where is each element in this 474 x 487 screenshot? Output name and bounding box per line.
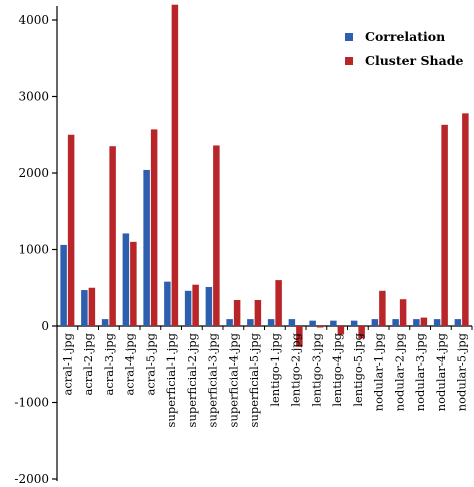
bar-cluster-shade: [358, 326, 365, 339]
bar-cluster-shade: [88, 287, 96, 326]
category-label: lentigo-4.jpg: [330, 332, 344, 406]
bar-cluster-shade: [192, 284, 199, 326]
legend: Correlation Cluster Shade: [345, 29, 463, 68]
bar-cluster-shade: [233, 299, 241, 326]
bars: [60, 4, 469, 347]
bar-cluster-shade: [462, 113, 469, 326]
category-label: acral-2.jpg: [81, 332, 95, 395]
bar-correlation: [184, 290, 192, 326]
bar-cluster-shade: [337, 326, 345, 335]
category-label: nodular-2.jpg: [392, 332, 406, 411]
legend-swatch: [345, 57, 353, 65]
bar-correlation: [330, 320, 337, 326]
bar-correlation: [226, 319, 233, 326]
y-tick-label: -1000: [14, 396, 49, 410]
category-label: superficial-5.jpg: [247, 332, 261, 427]
legend-swatch: [345, 33, 353, 41]
category-label: superficial-4.jpg: [226, 332, 240, 427]
y-tick-label: 0: [41, 319, 49, 333]
bar-cluster-shade: [420, 317, 428, 326]
category-label: nodular-4.jpg: [434, 332, 448, 411]
category-label: lentigo-3.jpg: [309, 332, 323, 406]
category-label: lentigo-1.jpg: [268, 332, 282, 406]
bar-cluster-shade: [150, 129, 158, 326]
bar-cluster-shade: [213, 145, 220, 326]
legend-label: Correlation: [365, 29, 445, 44]
y-tick-label: 1000: [18, 243, 49, 257]
category-labels: acral-1.jpg acral-2.jpg acral-3.jpg acral-4…: [60, 332, 468, 427]
bar-cluster-shade: [441, 124, 448, 327]
bar-correlation: [247, 319, 254, 326]
y-tick-label: 3000: [18, 90, 49, 104]
category-label: superficial-2.jpg: [185, 332, 199, 427]
bar-correlation: [433, 319, 441, 326]
bar-correlation: [60, 244, 67, 326]
category-label: lentigo-2.jpg: [289, 332, 303, 406]
bar-correlation: [205, 286, 213, 326]
bar-cluster-shade: [316, 326, 324, 328]
bar-correlation: [81, 290, 88, 326]
bar-cluster-shade: [130, 241, 137, 326]
bar-correlation: [392, 319, 399, 326]
bar-correlation: [371, 319, 379, 326]
legend-label: Cluster Shade: [365, 53, 463, 68]
category-label: lentigo-5.jpg: [351, 332, 365, 406]
category-label: superficial-3.jpg: [206, 332, 220, 427]
bar-cluster-shade: [399, 299, 407, 326]
bar-correlation: [454, 319, 462, 326]
bar-correlation: [143, 169, 150, 326]
bar-correlation: [288, 319, 296, 326]
bar-cluster-shade: [109, 146, 116, 326]
y-tick-label: 2000: [18, 166, 49, 180]
x-axis: [56, 325, 473, 330]
bar-cluster-shade: [254, 299, 262, 326]
bar-correlation: [309, 320, 316, 326]
category-label: nodular-5.jpg: [455, 332, 469, 411]
bar-cluster-shade: [296, 326, 303, 347]
bar-cluster-shade: [379, 290, 386, 326]
category-label: acral-1.jpg: [60, 332, 74, 395]
bar-correlation: [267, 319, 275, 326]
bar-correlation: [413, 319, 420, 326]
bar-correlation: [101, 319, 109, 326]
bar-cluster-shade: [67, 134, 75, 326]
y-axis: 4000 3000 2000 1000 0 -1000 -2000: [14, 6, 58, 486]
bar-correlation: [164, 281, 171, 326]
category-label: acral-5.jpg: [143, 332, 157, 395]
bar-cluster-shade: [275, 280, 282, 326]
category-label: acral-3.jpg: [102, 332, 116, 395]
y-tick-label: 4000: [18, 13, 49, 27]
category-label: superficial-1.jpg: [164, 332, 178, 427]
bar-correlation: [122, 233, 130, 326]
category-label: nodular-1.jpg: [372, 332, 386, 411]
category-label: acral-4.jpg: [123, 332, 137, 395]
y-tick-label: -2000: [14, 472, 49, 486]
category-label: nodular-3.jpg: [413, 332, 427, 411]
bar-correlation: [350, 320, 358, 326]
bar-cluster-shade: [171, 4, 179, 326]
